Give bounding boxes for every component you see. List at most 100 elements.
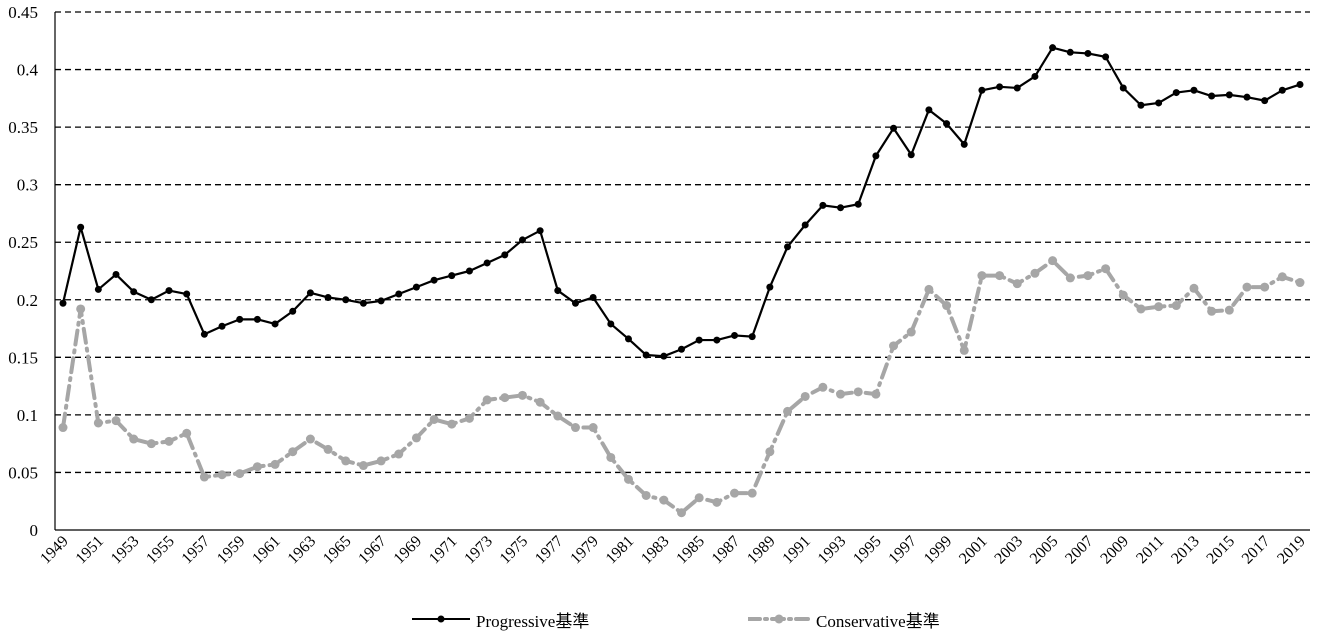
data-point-conservative xyxy=(1224,305,1234,315)
data-point-progressive xyxy=(907,151,915,159)
data-point-progressive xyxy=(183,290,191,298)
data-point-progressive xyxy=(695,336,703,344)
data-point-progressive xyxy=(465,267,473,275)
data-point-conservative xyxy=(1295,278,1305,288)
x-tick-label: 1965 xyxy=(320,533,355,568)
data-point-progressive xyxy=(1208,92,1216,100)
data-point-progressive xyxy=(642,351,650,359)
x-tick-label: 1955 xyxy=(143,533,178,568)
data-point-progressive xyxy=(412,283,420,291)
y-tick-label: 0.1 xyxy=(17,406,38,425)
data-point-conservative xyxy=(305,434,315,444)
data-point-conservative xyxy=(995,271,1005,281)
data-point-conservative xyxy=(288,447,298,457)
data-point-conservative xyxy=(429,414,439,424)
x-tick-label: 1977 xyxy=(532,533,567,568)
data-point-progressive xyxy=(1013,84,1021,92)
legend: Progressive基準 Conservative基準 xyxy=(0,605,1317,633)
data-point-conservative xyxy=(1260,282,1270,292)
data-point-conservative xyxy=(1154,302,1164,312)
data-point-conservative xyxy=(411,433,421,443)
data-point-progressive xyxy=(395,290,403,298)
x-tick-label: 1951 xyxy=(73,533,108,568)
x-tick-label: 1961 xyxy=(249,533,284,568)
data-point-conservative xyxy=(323,444,333,454)
data-point-progressive xyxy=(1172,89,1180,97)
x-tick-label: 1949 xyxy=(37,533,72,568)
data-point-conservative xyxy=(1083,271,1093,281)
data-point-conservative xyxy=(836,389,846,399)
data-point-progressive xyxy=(536,227,544,235)
axes xyxy=(54,12,1310,531)
data-point-progressive xyxy=(607,320,615,328)
data-point-progressive xyxy=(1119,84,1127,92)
data-point-conservative xyxy=(924,284,934,294)
x-tick-label: 2019 xyxy=(1274,533,1309,568)
x-tick-label: 2007 xyxy=(1062,533,1097,568)
y-tick-label: 0.15 xyxy=(8,348,38,367)
data-point-progressive xyxy=(1084,49,1092,57)
x-tick-label: 1989 xyxy=(744,533,779,568)
data-point-progressive xyxy=(960,140,968,148)
data-point-progressive xyxy=(359,299,367,307)
data-point-progressive xyxy=(306,289,314,297)
data-point-conservative xyxy=(500,393,510,403)
data-point-conservative xyxy=(783,406,793,416)
x-tick-label: 2009 xyxy=(1097,533,1132,568)
y-tick-label: 0.2 xyxy=(17,291,38,310)
data-point-progressive xyxy=(589,293,597,301)
data-point-conservative xyxy=(1242,282,1252,292)
data-point-progressive xyxy=(112,270,120,278)
data-point-progressive xyxy=(854,200,862,208)
data-point-conservative xyxy=(1207,306,1217,316)
data-point-progressive xyxy=(837,204,845,212)
data-point-progressive xyxy=(77,223,85,231)
data-point-conservative xyxy=(447,419,457,429)
data-point-conservative xyxy=(199,472,209,482)
x-tick-label: 1969 xyxy=(391,533,426,568)
data-point-conservative xyxy=(1171,301,1181,311)
data-point-progressive xyxy=(518,236,526,244)
chart-canvas: 00.050.10.150.20.250.30.350.40.45 1949 19… xyxy=(8,3,1310,568)
data-point-progressive xyxy=(1102,53,1110,61)
data-point-progressive xyxy=(1243,93,1251,101)
data-point-conservative xyxy=(871,389,881,399)
y-tick-label: 0.3 xyxy=(17,176,38,195)
x-tick-label: 1993 xyxy=(815,533,850,568)
data-point-conservative xyxy=(606,452,616,462)
data-point-conservative xyxy=(1030,268,1040,278)
x-tick-label: 1967 xyxy=(355,533,390,568)
x-tick-label: 1959 xyxy=(214,533,249,568)
data-point-conservative xyxy=(252,462,262,472)
data-point-progressive xyxy=(94,285,102,293)
data-point-conservative xyxy=(1065,273,1075,283)
data-point-conservative xyxy=(182,428,192,438)
data-point-progressive xyxy=(624,335,632,343)
data-point-conservative xyxy=(464,413,474,423)
data-point-progressive xyxy=(147,296,155,304)
series-lines xyxy=(58,44,1305,518)
data-point-conservative xyxy=(93,418,103,428)
x-tick-label: 2005 xyxy=(1027,533,1062,568)
data-point-conservative xyxy=(535,397,545,407)
data-point-progressive xyxy=(324,293,332,301)
data-point-conservative xyxy=(1189,283,1199,293)
x-tick-label: 1971 xyxy=(426,533,461,568)
data-point-progressive xyxy=(218,322,226,330)
data-point-conservative xyxy=(694,493,704,503)
data-point-progressive xyxy=(943,120,951,128)
data-point-progressive xyxy=(996,83,1004,91)
x-tick-label: 1963 xyxy=(285,533,320,568)
data-point-progressive xyxy=(1049,44,1057,52)
gridlines xyxy=(55,11,1310,474)
data-point-progressive xyxy=(571,299,579,307)
data-point-progressive xyxy=(678,345,685,353)
data-point-conservative xyxy=(341,456,351,466)
data-point-progressive xyxy=(483,259,491,267)
data-point-conservative xyxy=(765,447,775,457)
x-tick-label: 2003 xyxy=(991,533,1026,568)
data-point-progressive xyxy=(748,333,756,341)
data-point-conservative xyxy=(1118,290,1128,300)
x-tick-label: 1957 xyxy=(179,533,214,568)
data-point-progressive xyxy=(872,152,880,160)
